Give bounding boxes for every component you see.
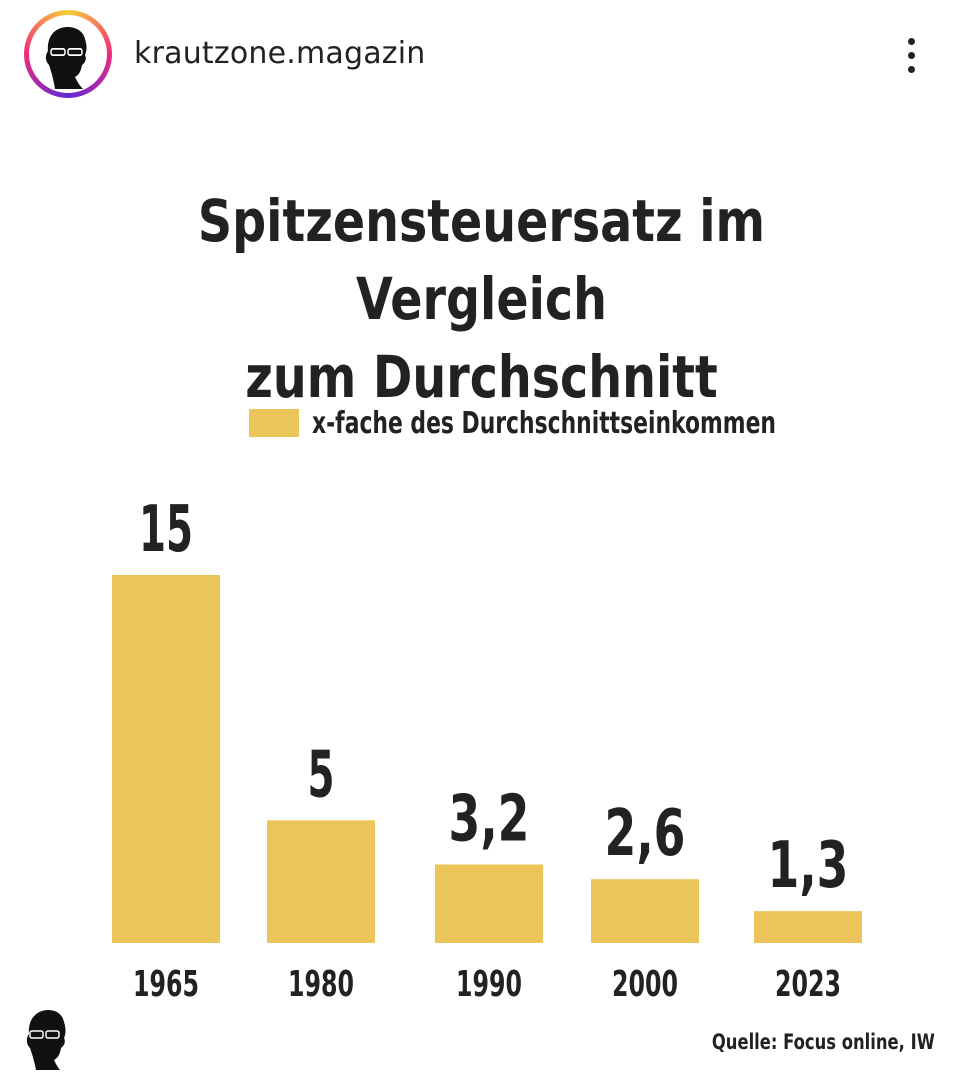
bar-1965 [112, 575, 220, 943]
x-tick-label-2000: 2000 [612, 964, 678, 1005]
silhouette-sunglasses-icon [45, 27, 87, 89]
legend-swatch [249, 409, 299, 437]
x-tick-label-1980: 1980 [288, 964, 354, 1005]
bar-2023 [754, 911, 862, 943]
value-label-1965: 15 [139, 493, 193, 567]
post-header: krautzone.magazin [0, 0, 963, 110]
more-options-button[interactable] [894, 34, 930, 78]
avatar-image [29, 15, 107, 93]
bar-2000 [591, 879, 699, 943]
chart-title-line-1: Spitzensteuersatz im Vergleich [197, 187, 766, 333]
silhouette-sunglasses-icon [26, 1010, 66, 1070]
bar-1990 [435, 864, 543, 943]
value-label-1990: 3,2 [449, 782, 530, 856]
source-note: Quelle: Focus online, IW [712, 1030, 935, 1054]
more-vertical-icon [908, 66, 915, 73]
x-tick-label-2023: 2023 [775, 964, 841, 1005]
value-label-1980: 5 [308, 738, 335, 812]
chart-title-line-2: zum Durchschnitt [245, 343, 718, 411]
bar-chart: x-fache des Durchschnittseinkommen 15 196… [112, 406, 862, 1005]
username-link[interactable]: krautzone.magazin [134, 36, 426, 71]
legend-label: x-fache des Durchschnittseinkommen [312, 406, 776, 441]
more-vertical-icon [908, 38, 915, 45]
more-vertical-icon [908, 52, 915, 59]
x-tick-label-1990: 1990 [456, 964, 522, 1005]
value-label-2000: 2,6 [605, 797, 686, 871]
bar-1980 [267, 820, 375, 943]
chart-title: Spitzensteuersatz im Vergleich zum Durch… [87, 182, 877, 416]
avatar[interactable] [24, 10, 112, 98]
value-label-2023: 1,3 [768, 829, 849, 903]
x-tick-label-1965: 1965 [133, 964, 199, 1005]
